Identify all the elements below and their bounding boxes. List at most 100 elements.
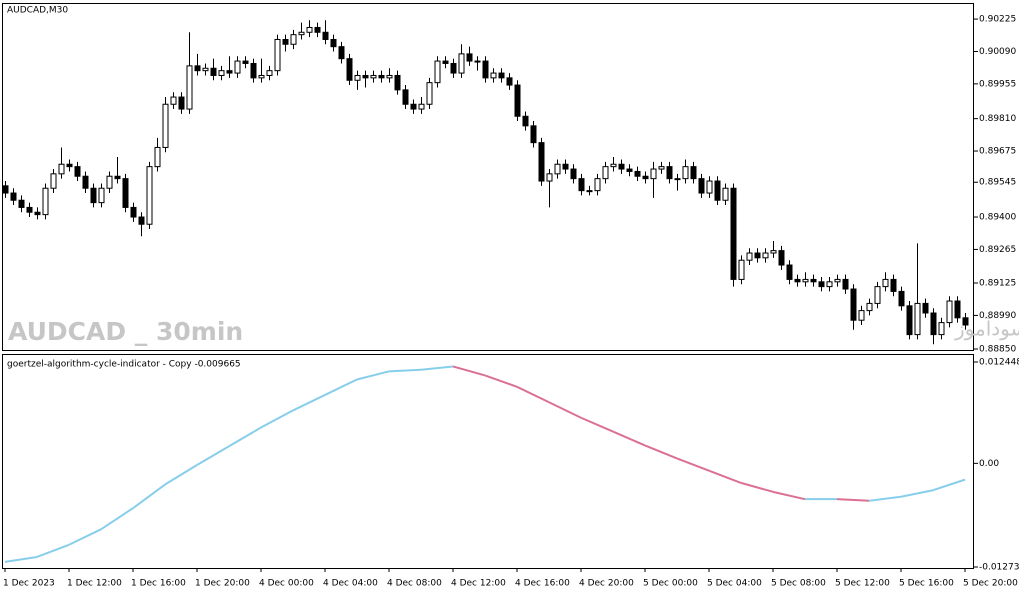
candle-body xyxy=(290,34,297,45)
candle-body xyxy=(834,278,841,283)
x-tick-label: 4 Dec 16:00 xyxy=(515,579,570,589)
candle-body xyxy=(434,60,441,84)
indicator-line xyxy=(100,507,134,531)
candle-body xyxy=(594,178,601,192)
candle-body xyxy=(514,84,521,117)
x-tick-label: 5 Dec 12:00 xyxy=(835,579,890,589)
candle-body xyxy=(322,31,329,40)
candle-body xyxy=(786,264,793,280)
candle-body xyxy=(74,166,81,177)
y-tick-label: 0.89810 xyxy=(979,114,1016,124)
candle-body xyxy=(282,38,289,45)
candle-body xyxy=(386,74,393,79)
candle-body xyxy=(458,53,465,74)
candle-body xyxy=(362,74,369,79)
indicator-line xyxy=(4,555,38,563)
candle-body xyxy=(890,278,897,292)
candle-body xyxy=(650,168,657,180)
watermark: AUDCAD _ 30min xyxy=(8,317,243,346)
candle-body xyxy=(850,288,857,321)
candle-body xyxy=(426,82,433,105)
x-tick-label: 5 Dec 16:00 xyxy=(899,579,954,589)
candle-body xyxy=(234,60,241,74)
candle-body xyxy=(338,46,345,60)
indicator-line xyxy=(900,489,934,498)
candle-body xyxy=(538,142,545,182)
x-tick-label: 5 Dec 20:00 xyxy=(963,579,1018,589)
x-tick-label: 5 Dec 08:00 xyxy=(771,579,826,589)
candle-body xyxy=(618,163,625,170)
candle-body xyxy=(498,72,505,79)
candle-body xyxy=(578,178,585,192)
candle-body xyxy=(162,103,169,148)
x-tick-label: 1 Dec 12:00 xyxy=(67,579,122,589)
indicator-line xyxy=(164,464,198,486)
candle-body xyxy=(714,180,721,201)
candle-body xyxy=(18,199,25,208)
candle-body xyxy=(418,103,425,110)
candle-body xyxy=(922,302,929,314)
x-tick-label: 1 Dec 2023 xyxy=(3,579,55,589)
candle-body xyxy=(394,74,401,91)
candle-body xyxy=(122,178,129,208)
candle-body xyxy=(770,250,777,254)
candle-body xyxy=(82,175,89,189)
indicator-line xyxy=(324,378,358,396)
x-tick-label: 4 Dec 04:00 xyxy=(323,579,378,589)
candle-body xyxy=(466,53,473,62)
candle-body xyxy=(818,281,825,288)
candle-body xyxy=(402,89,409,105)
candle-body xyxy=(442,60,449,64)
indicator-line xyxy=(292,394,326,412)
candle-body xyxy=(170,96,177,105)
candle-body xyxy=(746,252,753,261)
indicator-line xyxy=(36,543,70,558)
indicator-line xyxy=(676,457,710,472)
candle-body xyxy=(98,187,105,204)
y-tick-label: 0.00 xyxy=(979,459,999,469)
candle-body xyxy=(42,187,49,216)
candle-body xyxy=(706,180,713,194)
candle-body xyxy=(474,60,481,63)
y-tick-label: -0.01273 xyxy=(979,563,1019,573)
candle-body xyxy=(722,187,729,201)
indicator-line xyxy=(356,370,390,381)
candle-body xyxy=(306,26,313,33)
candle-body xyxy=(938,322,945,336)
candle-body xyxy=(778,250,785,266)
candle-body xyxy=(34,211,41,216)
candle-body xyxy=(682,166,689,180)
indicator-line xyxy=(836,498,870,502)
indicator-line xyxy=(196,445,230,466)
candle-body xyxy=(530,125,537,144)
candle-body xyxy=(482,60,489,79)
candle-body xyxy=(658,166,665,170)
candle-body xyxy=(106,175,113,189)
candle-body xyxy=(754,252,761,259)
indicator-line xyxy=(68,528,102,546)
x-tick-label: 5 Dec 04:00 xyxy=(707,579,762,589)
candle-body xyxy=(274,38,281,72)
candle-body xyxy=(610,163,617,168)
candle-body xyxy=(226,70,233,74)
candle-body xyxy=(490,72,497,79)
indicator-line xyxy=(228,426,262,448)
candle-body xyxy=(378,74,385,79)
candle-body xyxy=(58,163,65,175)
candle-body xyxy=(554,163,561,175)
indicator-line xyxy=(868,495,902,502)
candle-body xyxy=(674,178,681,181)
indicator-line xyxy=(612,430,646,447)
candle-body xyxy=(954,300,961,319)
indicator-line xyxy=(740,481,774,493)
candle-body xyxy=(210,67,217,76)
candle-body xyxy=(642,175,649,180)
candle-body xyxy=(50,173,57,189)
candle-body xyxy=(154,146,161,168)
candle-body xyxy=(602,166,609,180)
indicator-line xyxy=(932,478,966,492)
candle-body xyxy=(298,31,305,36)
y-tick-label: 0.89125 xyxy=(979,279,1016,289)
candle-body xyxy=(258,74,265,79)
indicator-line xyxy=(132,483,166,509)
